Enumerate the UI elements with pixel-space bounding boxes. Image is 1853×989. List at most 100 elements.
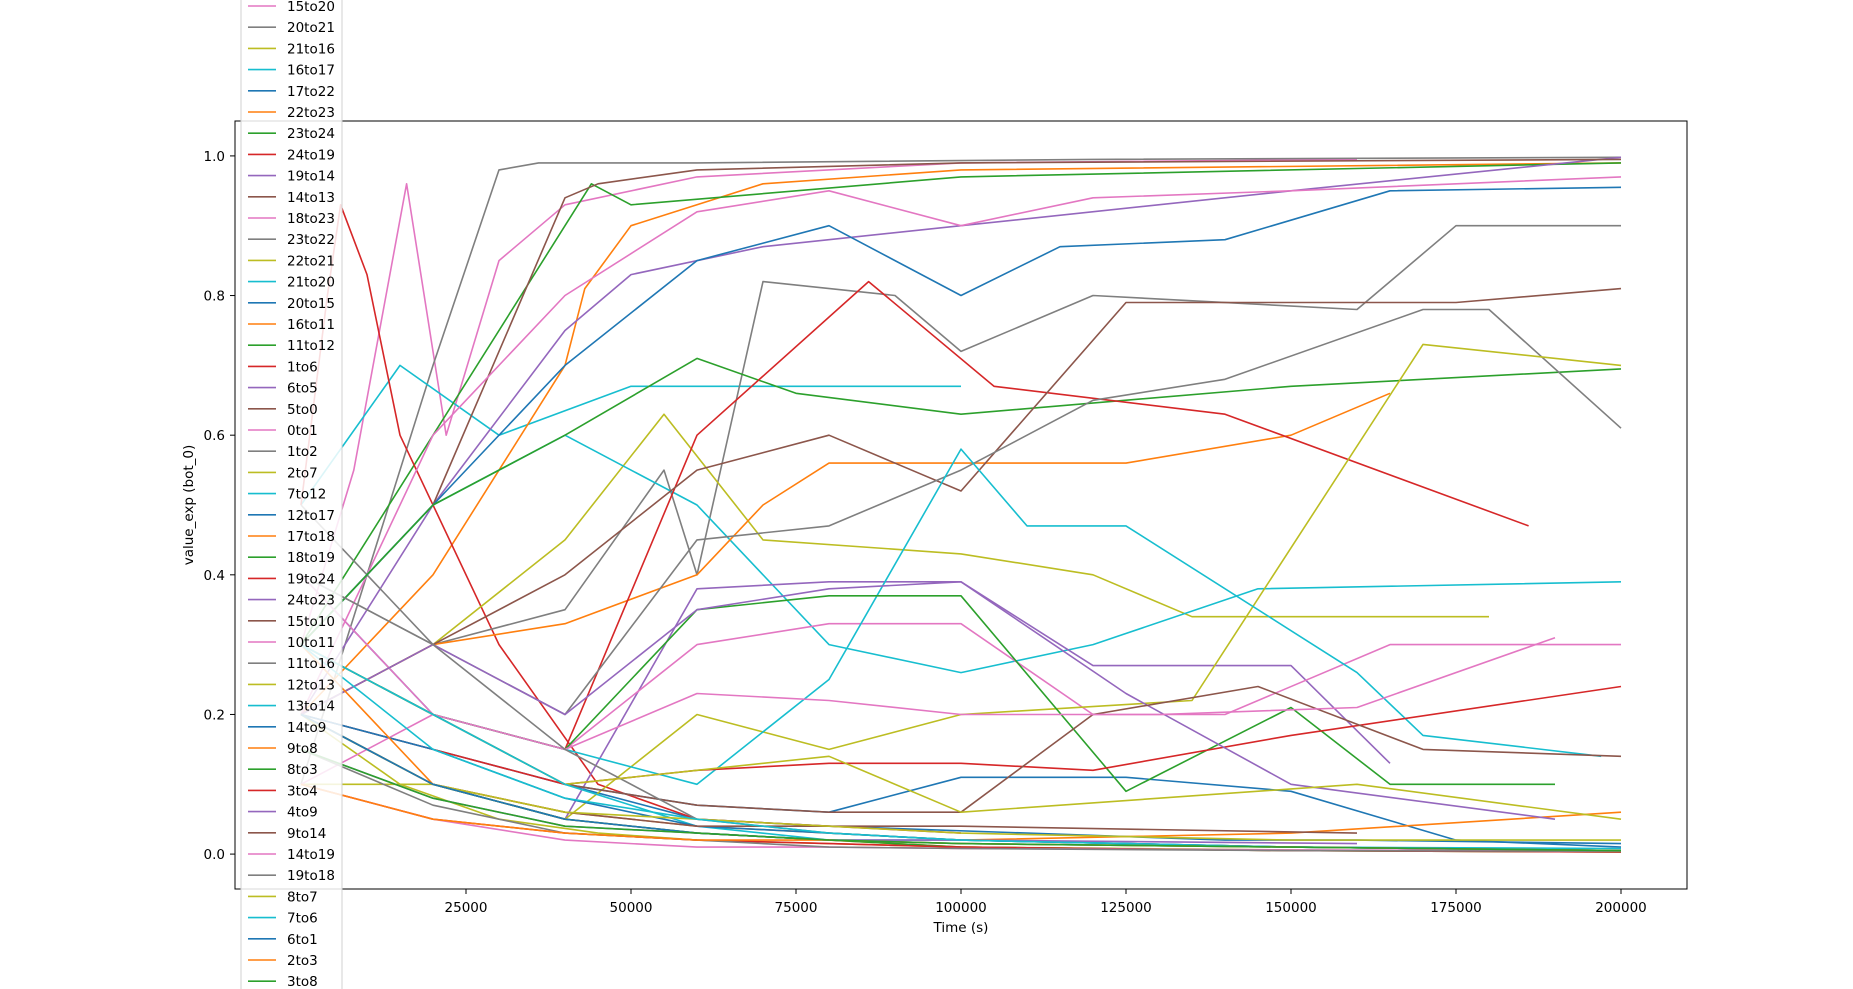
series-line-3to8	[300, 748, 1622, 852]
legend-label: 16to11	[287, 317, 335, 333]
legend-entry: 22to21	[248, 253, 335, 269]
legend-entry: 6to5	[248, 381, 318, 397]
legend-entry: 8to7	[248, 889, 318, 905]
series-line-23to24	[300, 162, 1622, 646]
series-line-24to19	[300, 204, 962, 834]
series-line-18to23	[300, 176, 1622, 715]
legend-label: 3to4	[287, 783, 318, 799]
y-tick-label: 0.8	[204, 289, 225, 305]
legend-label: 14to13	[287, 190, 335, 206]
legend-label: 6to5	[287, 381, 318, 397]
x-tick-label: 175000	[1430, 900, 1482, 916]
series-line-10to11	[300, 636, 1556, 786]
legend-entry: 7to6	[248, 911, 318, 927]
legend-entry: 14to19	[248, 847, 335, 863]
legend-label: 24to19	[287, 147, 335, 163]
legend-label: 20to21	[287, 20, 335, 36]
legend-label: 12to13	[287, 677, 335, 693]
y-tick-label: 0.4	[204, 568, 225, 584]
legend-entry: 11to12	[248, 338, 335, 354]
legend-entry: 23to22	[248, 232, 335, 248]
series-line-15to20	[300, 158, 1358, 645]
legend-entry: 18to23	[248, 211, 335, 227]
legend-label: 22to23	[287, 105, 335, 121]
series-line-19to24	[300, 685, 1622, 786]
legend-entry: 19to24	[248, 571, 335, 587]
legend-entry: 2to7	[248, 465, 318, 481]
legend-label: 7to12	[287, 487, 326, 503]
legend-label: 16to17	[287, 63, 335, 79]
series-line-0to1	[300, 574, 1621, 751]
y-tick-label: 0.2	[204, 707, 225, 723]
series-line-23to22	[300, 224, 1621, 646]
series-line-14to13	[300, 158, 1622, 646]
legend-label: 9to14	[287, 826, 326, 842]
legend-entry: 8to3	[248, 762, 318, 778]
axes-frame	[234, 120, 1688, 890]
legend-label: 9to8	[287, 741, 318, 757]
series-line-16to17	[300, 364, 961, 506]
legend-entry: 15to20	[248, 0, 335, 15]
series-line-8to7	[300, 713, 1621, 841]
legend-entry: 9to8	[248, 741, 318, 757]
y-tick-label: 0.6	[204, 428, 225, 444]
legend-entry: 2to3	[248, 953, 318, 969]
x-tick-label: 100000	[935, 900, 987, 916]
legend-entry: 16to11	[248, 317, 335, 333]
legend-entry: 10to11	[248, 635, 335, 651]
x-tick-label: 50000	[610, 900, 653, 916]
legend-entry: 22to23	[248, 105, 335, 121]
series-line-22to21	[300, 413, 1489, 716]
y-tick-label: 0.0	[204, 847, 225, 863]
legend-entry: 19to14	[248, 169, 335, 185]
legend-label: 15to20	[287, 0, 335, 15]
series-line-3to4	[300, 783, 1622, 853]
series-layer	[300, 156, 1622, 853]
legend-entry: 23to24	[248, 126, 335, 142]
legend-label: 18to19	[287, 550, 335, 566]
legend-label: 18to23	[287, 211, 335, 227]
series-line-11to12	[300, 357, 1622, 646]
legend-entry: 3to8	[248, 974, 318, 989]
legend-entry: 16to17	[248, 63, 335, 79]
legend-entry: 21to16	[248, 41, 335, 57]
legend-entry: 15to10	[248, 614, 335, 630]
x-tick-label: 200000	[1595, 900, 1647, 916]
legend-entry: 1to2	[248, 444, 318, 460]
legend-entry: 5to0	[248, 402, 318, 418]
x-tick-label: 125000	[1100, 900, 1152, 916]
series-line-22to23	[300, 162, 1622, 716]
legend-label: 5to0	[287, 402, 318, 418]
x-tick-label: 75000	[775, 900, 818, 916]
legend-label: 1to6	[287, 359, 318, 375]
legend-label: 4to9	[287, 805, 318, 821]
legend-label: 21to20	[287, 275, 335, 291]
series-line-1to2	[300, 308, 1622, 716]
legend-label: 14to19	[287, 847, 335, 863]
legend-entry: 3to4	[248, 783, 318, 799]
legend-label: 14to9	[287, 720, 326, 736]
legend-label: 19to14	[287, 169, 335, 185]
legend-label: 23to22	[287, 232, 335, 248]
x-tick-label: 25000	[445, 900, 488, 916]
legend-entry: 12to13	[248, 677, 335, 693]
series-line-15to10	[300, 643, 1622, 814]
legend-entry: 4to9	[248, 805, 318, 821]
legend-label: 3to8	[287, 974, 318, 989]
legend-label: 13to14	[287, 699, 335, 715]
series-line-9to14	[300, 713, 1358, 834]
series-line-24to23	[300, 580, 1556, 820]
legend-entry: 12to17	[248, 508, 335, 524]
legend-entry: 17to22	[248, 84, 335, 100]
x-tick-label: 150000	[1265, 900, 1317, 916]
legend-entry: 1to6	[248, 359, 318, 375]
legend-label: 11to12	[287, 338, 335, 354]
series-line-9to8	[300, 644, 1622, 853]
legend-entry: 14to13	[248, 190, 335, 206]
legend-label: 8to7	[287, 889, 318, 905]
legend-label: 11to16	[287, 656, 335, 672]
y-axis-label: value_exp (bot_0)	[181, 445, 197, 566]
y-tick-label: 1.0	[204, 149, 225, 165]
legend-label: 20to15	[287, 296, 335, 312]
ticks-layer: 25000 50000 75000 100000 125000 150000 175000 2…	[204, 149, 1647, 916]
